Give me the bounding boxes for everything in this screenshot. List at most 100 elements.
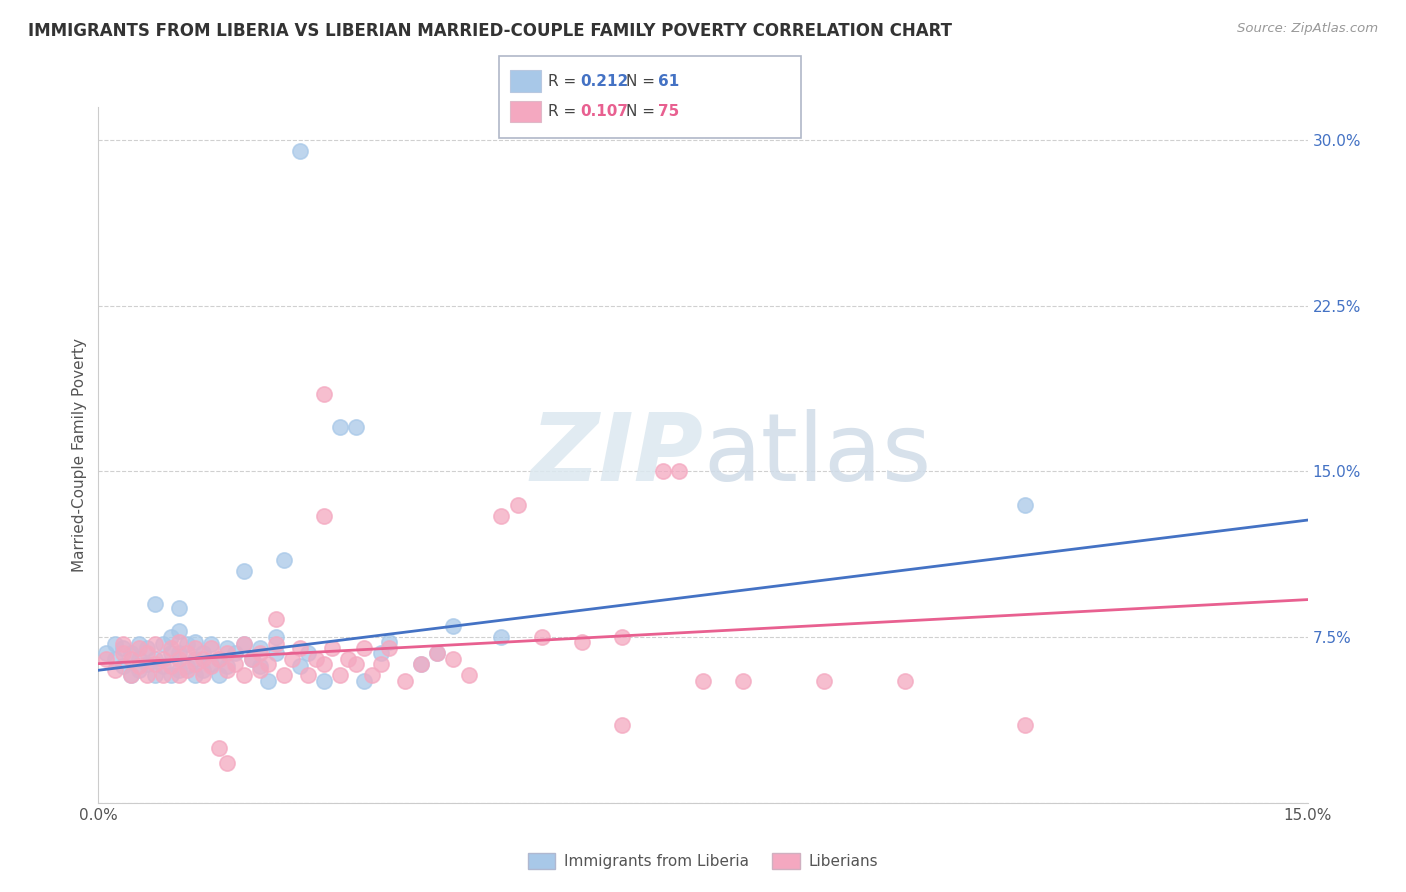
Point	[314, 674, 336, 689]
Point	[329, 667, 352, 681]
Point	[441, 619, 464, 633]
Point	[135, 657, 157, 671]
Point	[193, 663, 215, 677]
Point	[128, 652, 150, 666]
Point	[264, 630, 287, 644]
Point	[217, 641, 239, 656]
Point	[353, 674, 375, 689]
Legend: Immigrants from Liberia, Liberians: Immigrants from Liberia, Liberians	[522, 847, 884, 875]
Point	[394, 674, 416, 689]
Point	[249, 663, 271, 677]
Text: R =: R =	[548, 104, 582, 119]
Point	[152, 652, 174, 666]
Point	[152, 667, 174, 681]
Point	[530, 630, 553, 644]
Point	[668, 465, 690, 479]
Point	[224, 657, 246, 671]
Text: atlas: atlas	[703, 409, 931, 501]
Point	[176, 646, 198, 660]
Point	[111, 637, 134, 651]
Point	[193, 646, 215, 660]
Point	[232, 564, 254, 578]
Point	[344, 420, 367, 434]
Point	[426, 646, 449, 660]
Text: 0.212: 0.212	[581, 74, 628, 88]
Point	[224, 646, 246, 660]
Point	[571, 634, 593, 648]
Point	[176, 658, 198, 673]
Point	[377, 641, 399, 656]
Point	[135, 646, 157, 660]
Point	[733, 674, 755, 689]
Point	[128, 663, 150, 677]
Point	[273, 553, 295, 567]
Point	[217, 646, 239, 660]
Point	[249, 646, 271, 660]
Point	[135, 641, 157, 656]
Point	[120, 646, 142, 660]
Point	[184, 667, 207, 681]
Point	[651, 465, 673, 479]
Point	[208, 652, 231, 666]
Point	[143, 652, 166, 666]
Point	[167, 667, 190, 681]
Point	[1014, 718, 1036, 732]
Point	[314, 657, 336, 671]
Point	[135, 667, 157, 681]
Point	[103, 663, 125, 677]
Text: 61: 61	[658, 74, 679, 88]
Point	[813, 674, 835, 689]
Point	[297, 667, 319, 681]
Point	[103, 652, 125, 666]
Point	[1014, 498, 1036, 512]
Point	[288, 641, 311, 656]
Point	[370, 646, 392, 660]
Point	[264, 612, 287, 626]
Point	[128, 641, 150, 656]
Point	[152, 658, 174, 673]
Point	[344, 657, 367, 671]
Point	[232, 637, 254, 651]
Point	[297, 646, 319, 660]
Point	[441, 652, 464, 666]
Point	[288, 145, 311, 159]
Point	[143, 597, 166, 611]
Point	[256, 657, 278, 671]
Point	[506, 498, 529, 512]
Point	[232, 637, 254, 651]
Point	[249, 641, 271, 656]
Text: IMMIGRANTS FROM LIBERIA VS LIBERIAN MARRIED-COUPLE FAMILY POVERTY CORRELATION CH: IMMIGRANTS FROM LIBERIA VS LIBERIAN MARR…	[28, 22, 952, 40]
Point	[200, 641, 222, 656]
Point	[329, 420, 352, 434]
Point	[167, 652, 190, 666]
Point	[208, 740, 231, 755]
Point	[184, 657, 207, 671]
Point	[232, 667, 254, 681]
Point	[128, 637, 150, 651]
Point	[281, 652, 304, 666]
Point	[264, 646, 287, 660]
Point	[193, 652, 215, 666]
Point	[160, 630, 183, 644]
Point	[370, 657, 392, 671]
Point	[120, 667, 142, 681]
Point	[184, 641, 207, 656]
Point	[200, 657, 222, 671]
Point	[184, 652, 207, 666]
Text: N =: N =	[626, 74, 659, 88]
Point	[200, 658, 222, 673]
Point	[160, 641, 183, 656]
Point	[256, 674, 278, 689]
Point	[167, 624, 190, 638]
Point	[217, 663, 239, 677]
Point	[143, 657, 166, 671]
Point	[361, 667, 384, 681]
Point	[103, 637, 125, 651]
Point	[96, 652, 118, 666]
Point	[249, 658, 271, 673]
Point	[273, 667, 295, 681]
Point	[143, 667, 166, 681]
Point	[167, 663, 190, 677]
Point	[353, 641, 375, 656]
Point	[337, 652, 360, 666]
